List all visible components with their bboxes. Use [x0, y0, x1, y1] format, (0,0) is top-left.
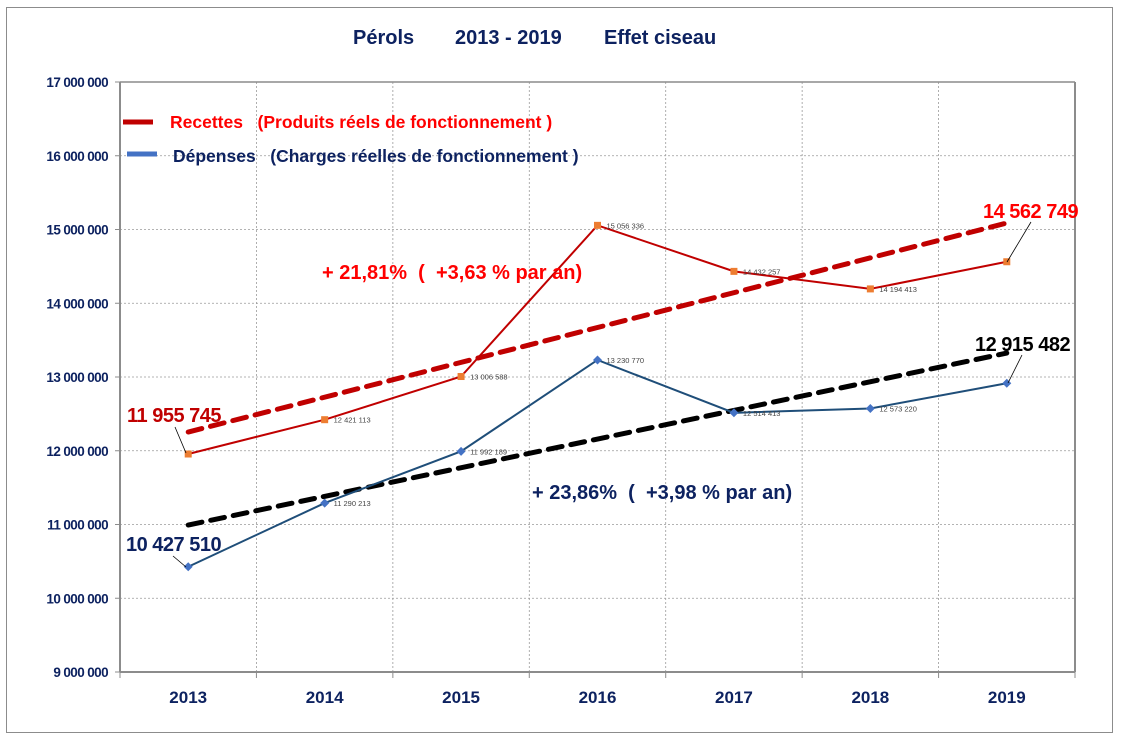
- y-axis-ticks: 9 000 000 10 000 000 11 000 000 12 000 000 1…: [46, 75, 108, 680]
- callout-recettes-first: 11 955 745: [127, 405, 221, 427]
- y-tick-label: 10 000 000: [46, 591, 108, 606]
- data-point-depenses: [865, 403, 875, 413]
- series-line-recettes: [187, 224, 1007, 455]
- x-tick-label: 2017: [715, 688, 753, 707]
- series-lines: [183, 221, 1012, 572]
- y-tick-label: 13 000 000: [46, 370, 108, 385]
- data-point-recettes: [184, 450, 192, 458]
- data-label-depenses: 12 514 413: [743, 409, 781, 418]
- x-tick-label: 2013: [169, 688, 207, 707]
- series-line-depenses: [187, 358, 1007, 568]
- data-point-recettes: [594, 221, 601, 229]
- legend-label-depenses: Dépenses (Charges réelles de fonctionnem…: [173, 146, 579, 166]
- y-tick-label: 12 000 000: [46, 444, 108, 459]
- trendline-recettes: [185, 220, 1010, 435]
- y-tick-label: 11 000 000: [47, 518, 108, 533]
- x-tick-label: 2016: [579, 688, 617, 707]
- data-label-depenses: 13 230 770: [607, 356, 645, 365]
- x-tick-label: 2015: [442, 688, 480, 707]
- y-tick-label: 16 000 000: [46, 149, 108, 164]
- data-point-recettes: [457, 373, 465, 381]
- callouts: 11 955 745 14 562 749 10 427 510 12 915 …: [126, 201, 1079, 568]
- callout-depenses-last: 12 915 482: [975, 334, 1070, 356]
- data-label-recettes: 14 194 413: [879, 285, 917, 294]
- y-tick-label: 14 000 000: [46, 296, 108, 311]
- x-tick-label: 2019: [988, 688, 1026, 707]
- y-tick-label: 17 000 000: [46, 75, 108, 90]
- data-point-depenses: [593, 355, 602, 365]
- data-label-depenses: 12 573 220: [879, 404, 917, 413]
- growth-annotation-depenses: + 23,86% ( +3,98 % par an): [532, 482, 792, 504]
- callout-depenses-first: 10 427 510: [126, 534, 221, 556]
- axes: [115, 81, 1076, 678]
- x-tick-label: 2018: [851, 688, 889, 707]
- point-labels: 12 421 113 13 006 588 15 056 336 14 432 257…: [334, 221, 917, 508]
- legend-label-recettes: Recettes (Produits réels de fonctionneme…: [170, 112, 552, 132]
- data-label-recettes: 13 006 588: [470, 373, 508, 382]
- data-label-recettes: 15 056 336: [607, 221, 645, 230]
- data-point-depenses: [456, 446, 466, 456]
- data-point-depenses: [183, 562, 193, 572]
- data-point-depenses: [729, 408, 739, 418]
- trendline-depenses: [185, 350, 1010, 528]
- y-tick-label: 9 000 000: [53, 665, 108, 680]
- callout-recettes-last: 14 562 749: [983, 201, 1078, 223]
- data-point-depenses: [320, 498, 330, 508]
- data-point-recettes: [321, 416, 329, 424]
- data-point-recettes: [866, 285, 874, 293]
- callout-leader-depenses-last: [1007, 354, 1023, 384]
- legend: Recettes (Produits réels de fonctionneme…: [123, 112, 579, 166]
- chart-title: Pérols 2013 - 2019 Effet ciseau: [353, 27, 716, 49]
- title-part-subject: Effet ciseau: [604, 27, 716, 49]
- y-tick-label: 15 000 000: [46, 223, 108, 238]
- data-label-depenses: 11 992 189: [470, 447, 507, 456]
- data-label-depenses: 11 290 213: [334, 499, 371, 508]
- trendlines: [185, 220, 1010, 528]
- data-label-recettes: 14 432 257: [743, 267, 781, 276]
- x-axis-ticks: 2013 2014 2015 2016 2017 2018 2019: [169, 688, 1025, 707]
- data-point-recettes: [730, 267, 738, 275]
- title-part-town: Pérols: [353, 27, 414, 49]
- data-point-depenses: [1002, 378, 1012, 388]
- callout-leader-depenses-first: [172, 555, 187, 568]
- x-tick-label: 2014: [306, 688, 344, 707]
- data-label-recettes: 12 421 113: [334, 416, 371, 425]
- chart-frame: [6, 7, 1113, 733]
- callout-leader-recettes-last: [1006, 221, 1032, 263]
- callout-leader-recettes-first: [174, 426, 187, 454]
- gridlines: [120, 82, 1075, 672]
- growth-annotation-recettes: + 21,81% ( +3,63 % par an): [322, 262, 582, 284]
- title-part-years: 2013 - 2019: [455, 27, 562, 49]
